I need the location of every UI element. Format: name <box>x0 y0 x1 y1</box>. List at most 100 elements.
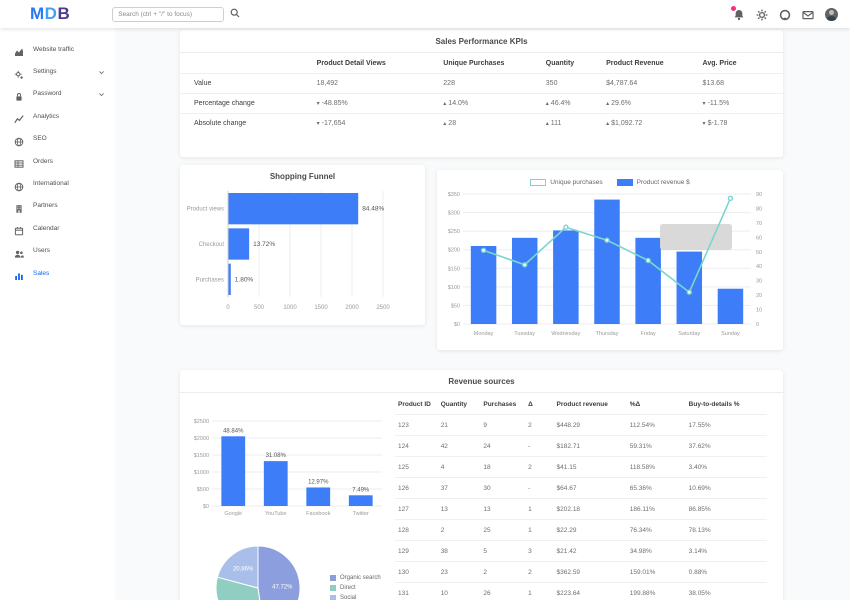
sidebar-item-sales[interactable]: Sales <box>0 262 115 284</box>
svg-text:$150: $150 <box>448 266 460 272</box>
combo-bar <box>717 288 744 324</box>
kpi-row-label: Value <box>180 73 313 94</box>
sidebar-item-users[interactable]: Users <box>0 240 115 262</box>
revenue-sources-card: Revenue sources $0 $500 $1000 $1500 $2000 $25… <box>180 370 783 600</box>
revenue-table-cell: 86.85% <box>685 498 767 520</box>
combo-bar <box>635 237 661 324</box>
legend-label: Organic search <box>340 575 381 581</box>
revenue-table-cell: 1 <box>525 519 554 541</box>
bell-icon[interactable] <box>730 5 745 21</box>
svg-text:Saturday: Saturday <box>678 331 700 337</box>
combo-line-point <box>480 247 487 254</box>
svg-text:90: 90 <box>756 192 762 198</box>
revenue-sources-title: Revenue sources <box>180 370 783 393</box>
sidebar-item-calendar[interactable]: Calendar <box>0 217 115 239</box>
legend-item-unique-purchases[interactable]: Unique purchases <box>530 178 603 186</box>
sidebar-nav: Website traffic Settings Password Analytics… <box>0 28 115 600</box>
revenue-table-cell: 42 <box>437 435 481 457</box>
sidebar-item-partners[interactable]: Partners <box>0 195 115 217</box>
revenue-table-cell: 18 <box>480 456 526 478</box>
sidebar-item-international[interactable]: International <box>0 172 115 194</box>
svg-text:50: 50 <box>756 250 762 256</box>
envelope-icon[interactable] <box>802 8 814 20</box>
github-icon[interactable] <box>779 8 791 21</box>
kpi-table: Product Detail Views Unique Purchases Quan… <box>180 53 783 133</box>
revenue-table-cell: 37 <box>437 477 481 499</box>
user-avatar[interactable] <box>825 7 838 21</box>
revenue-table-cell: - <box>525 435 554 457</box>
svg-text:12.97%: 12.97% <box>308 479 329 485</box>
revenue-table-cell: 124 <box>395 435 438 457</box>
search-icon[interactable] <box>230 5 240 23</box>
legend-item-product-revenue-$[interactable]: Product revenue $ <box>616 178 690 186</box>
sources-svg: $0 $500 $1000 $1500 $2000 $2500 48.84% Google 31… <box>194 419 382 517</box>
revenue-table-cell: 25 <box>480 519 526 541</box>
pie-legend-item-organic-search[interactable]: Organic search <box>330 575 381 581</box>
kpi-card: Sales Performance KPIs Product Detail Vi… <box>180 30 783 157</box>
kpi-column-header <box>180 53 313 74</box>
kpi-row: Value 18,492 228 350 $4,787.64 $13.68 <box>180 73 783 94</box>
revenue-table-cell: 21 <box>437 414 481 436</box>
kpi-value-cell: ▴ 28 <box>439 113 542 133</box>
pie-legend-item-direct[interactable]: Direct <box>330 585 381 591</box>
sidebar-item-label: Calendar <box>33 224 60 232</box>
revenue-table-cell: $362.59 <box>553 561 627 583</box>
svg-text:48.84%: 48.84% <box>223 428 244 434</box>
chevron-down-icon <box>98 85 105 103</box>
revenue-table-row: 123 21 9 2 $448.29 112.54% 17.55% <box>395 414 767 436</box>
table-list-icon <box>14 156 24 168</box>
sidebar-item-password[interactable]: Password <box>0 83 115 105</box>
revenue-table-cell: 2 <box>525 456 554 478</box>
svg-text:1.80%: 1.80% <box>235 276 254 283</box>
chart-tooltip-box <box>660 224 732 250</box>
svg-text:1000: 1000 <box>283 305 297 311</box>
sidebar-item-settings[interactable]: Settings <box>0 60 115 82</box>
pie-slice-direct <box>215 576 261 600</box>
sidebar-item-orders[interactable]: Orders <box>0 150 115 172</box>
svg-text:Facebook: Facebook <box>306 511 330 517</box>
svg-text:30: 30 <box>756 279 762 285</box>
kpi-value-cell: 18,492 <box>312 73 440 94</box>
notification-badge <box>730 5 737 12</box>
revenue-table-cell: 17.55% <box>685 414 767 436</box>
combo-bar <box>553 230 579 324</box>
svg-text:Wednesday: Wednesday <box>551 331 580 337</box>
revenue-table-cell: $21.42 <box>553 540 627 562</box>
sidebar-item-seo[interactable]: SEO <box>0 128 115 150</box>
mdb-logo[interactable]: MDB <box>30 4 71 23</box>
sidebar-item-label: Website traffic <box>33 45 74 53</box>
revenue-table-cell: 78.13% <box>685 519 767 541</box>
revenue-table-cell: $223.64 <box>553 582 627 600</box>
building-icon <box>14 201 24 213</box>
pie-slice-organic-search <box>257 545 301 600</box>
revenue-table-cell: 126 <box>395 477 438 499</box>
revenue-column-header: Buy-to-details % <box>688 401 740 408</box>
kpi-value-cell: ▾ -48.85% <box>312 93 440 114</box>
gear-icon[interactable] <box>756 8 768 21</box>
revenue-table-cell: 186.11% <box>626 498 686 520</box>
svg-text:Product views: Product views <box>187 207 224 213</box>
revenue-table-cell: 125 <box>395 456 438 478</box>
svg-text:84.48%: 84.48% <box>362 206 384 213</box>
kpi-card-title: Sales Performance KPIs <box>180 30 783 53</box>
chevron-down-icon <box>98 63 105 81</box>
revenue-table-row: 130 23 2 2 $362.59 159.01% 0.88% <box>395 561 767 583</box>
pie-legend-item-social[interactable]: Social <box>330 595 381 600</box>
search-input[interactable] <box>112 6 225 22</box>
sidebar-item-analytics[interactable]: Analytics <box>0 105 115 127</box>
svg-text:20: 20 <box>756 293 762 299</box>
revenue-table-cell: $41.15 <box>553 456 627 478</box>
svg-text:Sunday: Sunday <box>721 331 740 337</box>
legend-label: Product revenue $ <box>636 178 690 186</box>
revenue-table-cell: 3.14% <box>685 540 767 562</box>
sidebar-item-website-traffic[interactable]: Website traffic <box>0 38 115 60</box>
svg-text:$100: $100 <box>448 285 460 291</box>
pie-slice-social <box>216 545 259 589</box>
lock-icon <box>14 89 24 101</box>
combo-line-point <box>686 289 692 295</box>
revenue-table-cell: - <box>525 477 554 499</box>
svg-text:$0: $0 <box>203 504 209 510</box>
svg-text:Tuesday: Tuesday <box>514 331 535 337</box>
kpi-value-cell: ▾ -17,654 <box>312 113 440 133</box>
revenue-table-cell: 129 <box>395 540 438 562</box>
